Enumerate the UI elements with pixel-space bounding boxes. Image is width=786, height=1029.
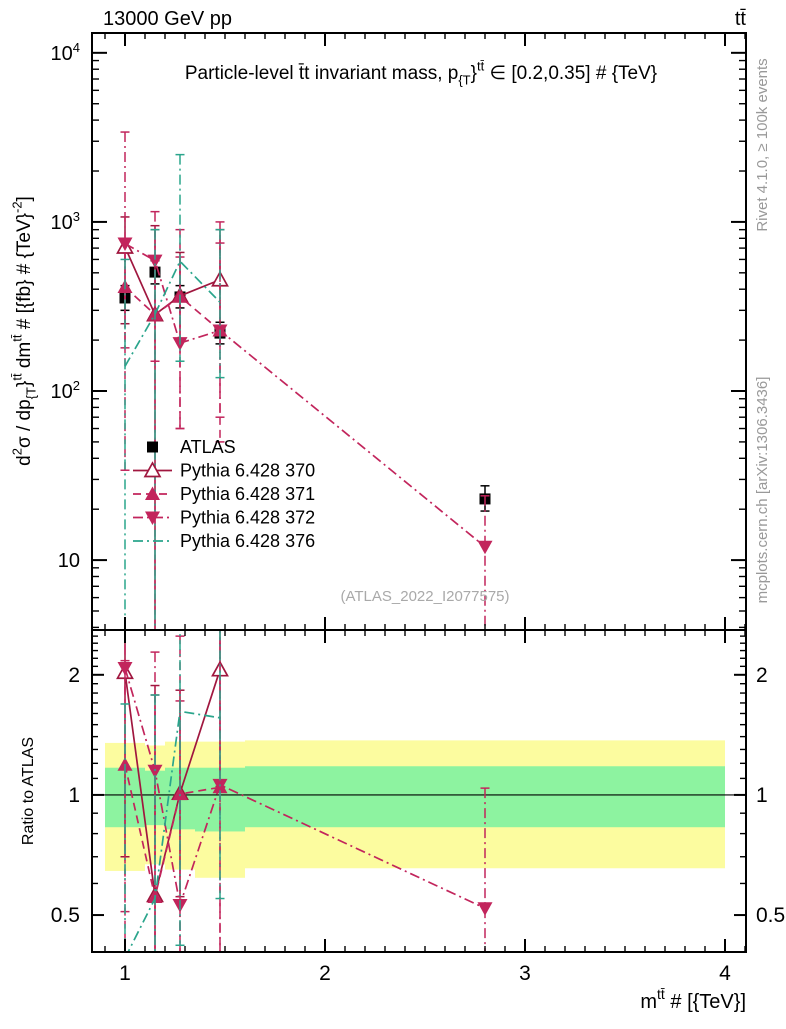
legend-label: Pythia 6.428 371 [180, 484, 315, 504]
ratio-axis-title: Ratio to ATLAS [20, 737, 37, 845]
marker-triangle-down [477, 540, 493, 555]
legend-item-p371: Pythia 6.428 371 [133, 484, 315, 504]
series-ratio-line [127, 710, 221, 952]
series-ratio-line [124, 764, 221, 898]
axes [91, 32, 747, 953]
series-main-p376 [120, 153, 225, 630]
ratio-tick-label-right: 1 [756, 784, 768, 807]
marker-triangle-up-open [143, 461, 162, 478]
collision-energy-title: 13000 GeV pp [103, 8, 232, 30]
series-ratio-p376 [120, 630, 225, 952]
legend-item-atlas: ATLAS [147, 437, 236, 457]
ratio-tick-label-right: 2 [756, 664, 768, 687]
y-axis-title: d2σ / dp{T}tt̄ dmtt̄ # [{fb} # {TeV}-2] [9, 196, 38, 466]
x-tick-label: 4 [719, 962, 731, 985]
marker-triangle-up [172, 786, 188, 801]
legend-label: Pythia 6.428 376 [180, 531, 315, 551]
atlas-uncertainty-bands [105, 740, 725, 878]
panel-title: Particle-level t̄t invariant mass, p{T}t… [185, 58, 657, 87]
ratio-tick-label-right: 0.5 [756, 904, 785, 927]
y-tick-label: 104 [51, 40, 80, 65]
ratio-tick-label-left: 1 [68, 784, 80, 807]
series-line [124, 259, 221, 367]
analysis-watermark: (ATLAS_2022_I2077575) [340, 588, 509, 605]
series-line [124, 246, 221, 316]
y-tick-label: 10 [58, 550, 80, 572]
y-tick-label: 102 [51, 378, 80, 403]
legend-label: Pythia 6.428 372 [180, 508, 315, 528]
legend: ATLAS Pythia 6.428 370 Pythia 6.428 371 Pyt… [133, 437, 315, 551]
ratio-tick-label-left: 2 [68, 664, 80, 687]
legend-item-p370: Pythia 6.428 370 [133, 461, 315, 481]
marker-triangle-down [147, 764, 163, 779]
marker-triangle-down [477, 902, 493, 916]
series-line [124, 286, 221, 332]
marker-triangle-down [117, 662, 133, 676]
legend-item-p376: Pythia 6.428 376 [133, 531, 315, 551]
marker-triangle-up [145, 486, 160, 500]
process-title: tt̄ [735, 8, 747, 30]
marker-triangle-down [147, 254, 163, 269]
x-axis-title: mtt̄ # [{TeV}] [640, 986, 746, 1013]
y-tick-label: 103 [51, 209, 80, 234]
legend-item-p372: Pythia 6.428 372 [133, 508, 315, 528]
series-main-p370 [116, 216, 229, 630]
ratio-tick-label-left: 0.5 [51, 904, 80, 927]
rivet-version-label: Rivet 4.1.0, ≥ 100k events [754, 58, 771, 231]
marker-triangle-down [145, 511, 160, 525]
x-tick-label: 2 [319, 962, 331, 985]
mcplots-credit-label: mcplots.cern.ch [arXiv:1306.3436] [754, 377, 771, 604]
series-main-p372 [117, 131, 493, 630]
ratio-panel-frame [91, 629, 747, 953]
x-tick-label: 3 [519, 962, 531, 985]
x-tick-label: 1 [119, 962, 131, 985]
legend-label: Pythia 6.428 370 [180, 461, 315, 481]
legend-label: ATLAS [180, 437, 236, 457]
marker-triangle-down [117, 237, 133, 252]
marker-square [147, 441, 158, 453]
